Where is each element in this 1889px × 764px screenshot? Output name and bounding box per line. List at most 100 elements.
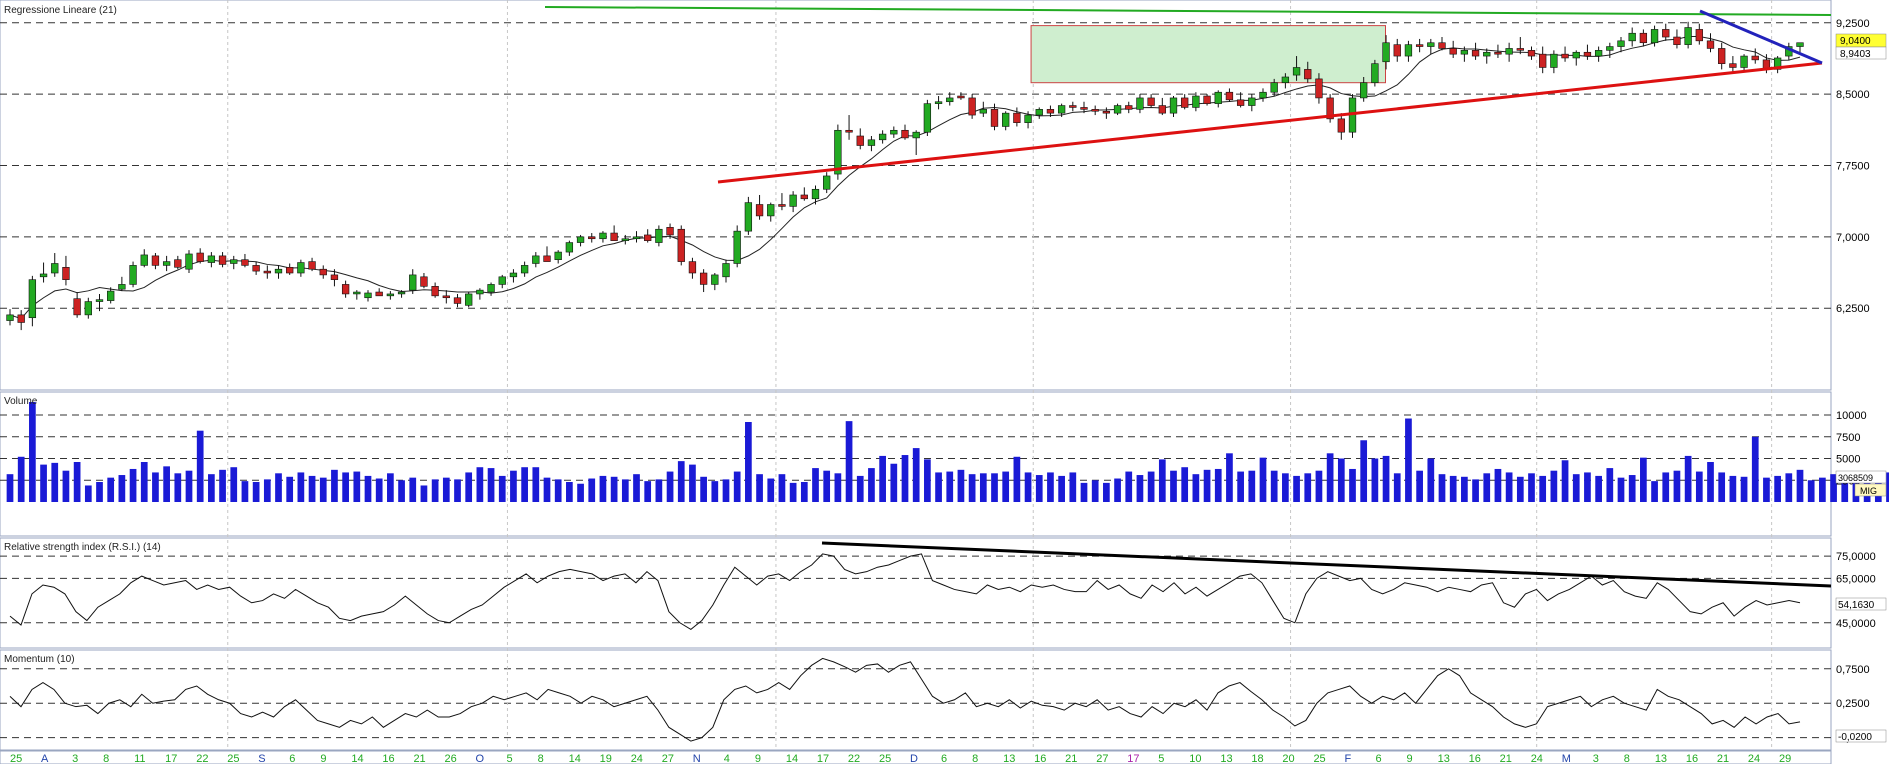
candle-body	[554, 251, 562, 260]
volume-bar	[465, 472, 473, 502]
candle-body	[1751, 55, 1759, 61]
price-tick-label: 9,2500	[1836, 18, 1870, 30]
date-label: 8	[103, 753, 109, 764]
date-label: 19	[600, 753, 612, 764]
volume-bar	[140, 462, 148, 502]
candle-up	[1292, 56, 1301, 81]
candle-down	[666, 223, 674, 239]
volume-bar	[1405, 418, 1412, 502]
date-label: 11	[134, 753, 145, 764]
volume-bar	[1449, 475, 1457, 502]
date-label: 13	[1003, 753, 1015, 764]
candle-down	[677, 225, 685, 266]
volume-bar	[208, 474, 215, 502]
candle-down	[1527, 46, 1536, 60]
rsi-value-marker: 54,1630	[1835, 597, 1887, 611]
volume-bar	[1349, 468, 1356, 502]
volume-bar	[711, 481, 719, 502]
candle-body	[207, 255, 216, 263]
candle-body	[1360, 82, 1368, 99]
date-label: 17	[165, 753, 177, 764]
candle-down	[174, 255, 182, 270]
volume-bar	[476, 467, 484, 502]
candle-down	[62, 255, 70, 286]
candle-down	[1046, 105, 1055, 117]
consolidation-channel	[1030, 25, 1386, 84]
candle-down	[957, 92, 965, 100]
volume-bar	[230, 467, 238, 502]
volume-bar	[1640, 457, 1647, 502]
candle-body	[453, 297, 462, 304]
candle-down	[699, 269, 708, 293]
candle-body	[341, 284, 350, 295]
candle-up	[509, 269, 518, 283]
regression-value: 8,9403	[1840, 49, 1871, 60]
candle-up	[744, 196, 753, 235]
candle-down	[588, 233, 596, 243]
date-label: 17	[1127, 753, 1139, 764]
candle-body	[1706, 40, 1715, 49]
candle-body	[162, 261, 171, 266]
candle-up	[185, 250, 193, 274]
momentum-panel	[9, 657, 1801, 742]
candle-down	[1471, 42, 1480, 60]
volume-bar	[1337, 458, 1345, 502]
volume-bar	[1740, 476, 1748, 502]
volume-bar	[1684, 455, 1692, 502]
volume-bar	[398, 480, 405, 502]
volume-bar	[689, 464, 696, 502]
candle-down	[1337, 113, 1345, 140]
volume-bar	[1673, 470, 1681, 502]
candle-down	[341, 280, 350, 298]
candle-body	[1483, 51, 1491, 57]
candle-body	[755, 204, 764, 217]
volume-bar	[532, 467, 540, 502]
candle-body	[95, 299, 104, 302]
candle-down	[442, 290, 450, 304]
candle-up	[297, 259, 305, 277]
volume-bar	[174, 473, 182, 502]
date-label: 6	[1376, 753, 1382, 764]
candle-up	[353, 290, 361, 300]
volume-bar	[677, 461, 685, 502]
candle-down	[1125, 101, 1133, 114]
volume-bar	[163, 466, 170, 502]
volume-bar	[252, 482, 260, 502]
candle-down	[610, 225, 618, 241]
volume-bar	[868, 468, 875, 502]
candle-body	[699, 272, 708, 285]
volume-bar	[1315, 470, 1323, 502]
volume-bar	[733, 471, 741, 502]
candle-body	[946, 97, 954, 103]
candle-body	[789, 194, 797, 207]
volume-bar	[1886, 472, 1889, 502]
candle-down	[1449, 40, 1457, 58]
candle-body	[1203, 95, 1211, 104]
candle-up	[1360, 76, 1368, 102]
candle-up	[1002, 111, 1010, 131]
volume-bar	[510, 470, 517, 502]
date-label: 27	[662, 753, 674, 764]
candle-up	[1136, 94, 1144, 114]
volume-bar	[1326, 453, 1334, 502]
candle-body	[823, 175, 831, 190]
red-support-trendline	[717, 61, 1823, 184]
candle-body	[1013, 112, 1021, 123]
candle-body	[286, 266, 294, 274]
candle-up	[576, 234, 585, 247]
candle-body	[1248, 97, 1256, 106]
candle-body	[1102, 110, 1111, 114]
volume-bar	[442, 477, 450, 502]
volume-bar	[1248, 470, 1256, 502]
volume-bar	[1830, 474, 1837, 502]
volume-bar	[73, 462, 81, 502]
candle-body	[912, 131, 920, 139]
volume-bar	[823, 470, 831, 502]
date-label: 24	[631, 753, 643, 764]
value-axis: 9,2500 8,5000 7,7500 7,0000 6,2500 10000 7500 5…	[1836, 18, 1876, 745]
volume-bar	[375, 478, 383, 502]
candle-down	[1561, 46, 1569, 62]
candle-body	[1572, 51, 1580, 59]
date-label: A	[41, 753, 49, 764]
